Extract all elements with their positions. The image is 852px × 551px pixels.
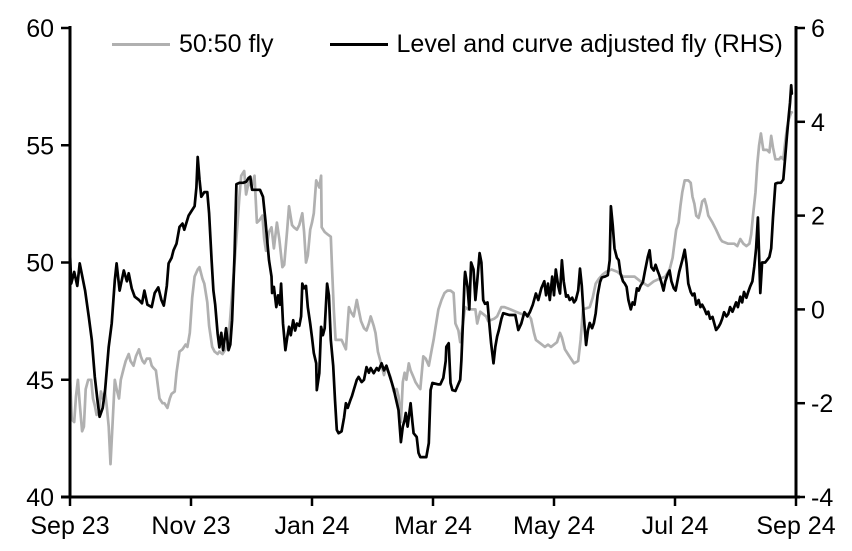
left-axis-tick-label: 50 [26,250,54,278]
right-axis-tick-label: 6 [811,15,825,43]
left-axis-tick-label: 45 [26,367,54,395]
right-axis-tick-label: -2 [811,390,833,418]
x-axis-tick-label: Mar 24 [394,512,472,540]
x-axis-tick-label: Sep 23 [30,512,109,540]
x-axis-tick-label: Jan 24 [274,512,349,540]
chart-legend: 50:50 fly Level and curve adjusted fly (… [112,30,783,59]
x-axis-tick-label: Sep 24 [756,512,835,540]
right-axis-tick-label: -4 [811,484,833,512]
left-axis-tick-label: 55 [26,132,54,160]
legend-label: 50:50 fly [179,30,274,58]
right-axis-tick-label: 0 [811,296,825,324]
right-axis-tick-label: 2 [811,203,825,231]
left-axis-tick-label: 40 [26,484,54,512]
legend-line-swatch-black [329,42,388,47]
x-axis-tick-label: May 24 [513,512,595,540]
legend-line-swatch-gray [112,42,170,47]
left-axis-tick-label: 60 [26,15,54,43]
legend-item-adjusted-fly: Level and curve adjusted fly (RHS) [329,30,783,59]
x-axis-tick-label: Jul 24 [642,512,709,540]
legend-label: Level and curve adjusted fly (RHS) [396,30,783,58]
right-axis-tick-label: 4 [811,109,825,137]
legend-item-5050-fly: 50:50 fly [112,30,274,59]
series-line-adjusted-fly [68,83,794,459]
x-axis-tick-label: Nov 23 [151,512,230,540]
